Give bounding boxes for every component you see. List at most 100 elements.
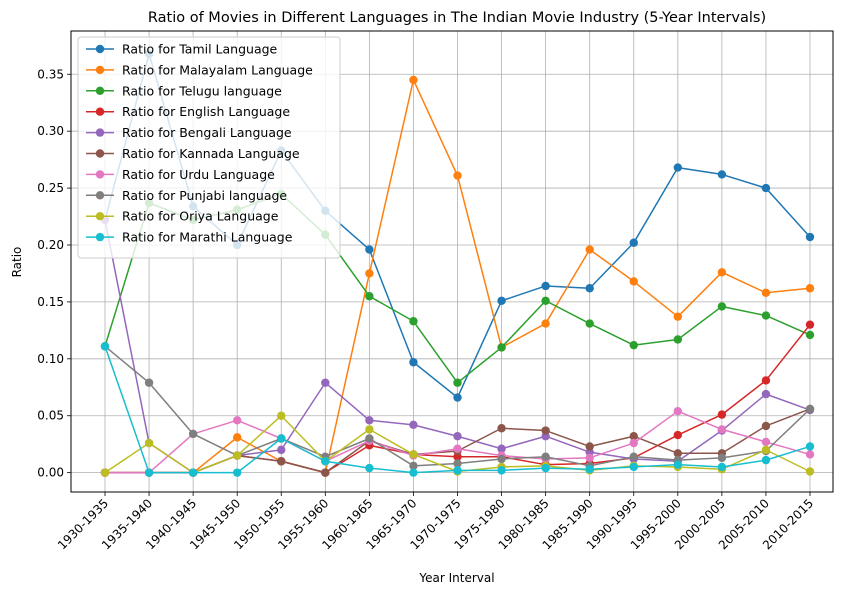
legend-item: Ratio for Urdu Language	[86, 167, 275, 182]
data-point	[365, 245, 374, 254]
data-point	[497, 424, 506, 433]
data-point	[717, 462, 727, 472]
data-point	[365, 434, 374, 443]
data-point	[321, 468, 330, 477]
data-point	[805, 330, 815, 340]
data-point	[629, 452, 638, 461]
y-tick-label: 0.00	[37, 466, 64, 480]
data-point	[453, 432, 462, 441]
legend-swatch-marker	[95, 212, 105, 221]
data-point	[629, 438, 638, 448]
data-point	[453, 459, 462, 468]
data-point	[805, 404, 815, 414]
data-point	[585, 465, 594, 474]
legend-swatch-marker	[95, 191, 105, 200]
data-point	[497, 343, 506, 352]
legend-swatch-marker	[95, 232, 105, 242]
data-point	[100, 468, 110, 477]
data-point	[277, 411, 286, 420]
data-point	[761, 376, 771, 385]
data-point	[717, 268, 727, 277]
data-point	[277, 445, 286, 455]
y-tick-label: 0.25	[37, 181, 64, 195]
data-point	[805, 232, 815, 242]
legend-item: Ratio for Bengali Language	[86, 125, 292, 140]
legend-item: Ratio for Punjabi language	[86, 188, 287, 203]
data-point	[761, 437, 771, 447]
data-point	[365, 292, 374, 301]
legend-item: Ratio for Tamil Language	[86, 42, 278, 57]
data-point	[585, 284, 594, 293]
data-point	[277, 457, 286, 466]
data-point	[585, 245, 594, 254]
data-point	[761, 288, 771, 297]
y-tick-label: 0.30	[37, 124, 64, 138]
legend-item: Ratio for Oriya Language	[86, 209, 279, 224]
data-point	[717, 170, 727, 179]
data-point	[673, 406, 683, 416]
data-point	[585, 319, 594, 328]
legend-label: Ratio for Kannada Language	[122, 146, 300, 161]
data-point	[761, 183, 771, 193]
series-layer	[100, 49, 815, 477]
legend-label: Ratio for Urdu Language	[122, 167, 275, 182]
data-point	[629, 432, 638, 441]
data-point	[453, 466, 462, 475]
data-point	[365, 269, 374, 278]
legend-label: Ratio for Tamil Language	[122, 42, 278, 57]
legend-swatch-marker	[95, 65, 105, 75]
data-point	[805, 442, 815, 451]
data-point	[541, 463, 550, 473]
data-point	[805, 320, 815, 329]
legend-swatch-marker	[95, 149, 105, 158]
data-point	[497, 454, 506, 464]
data-point	[761, 421, 771, 431]
data-point	[188, 429, 198, 439]
legend-label: Ratio for Malayalam Language	[122, 62, 313, 77]
y-tick-label: 0.05	[37, 409, 64, 423]
data-point	[144, 378, 154, 387]
data-point	[629, 238, 638, 247]
y-tick-label: 0.35	[37, 67, 64, 81]
data-point	[497, 466, 506, 475]
chart-title: Ratio of Movies in Different Languages i…	[148, 10, 766, 26]
data-point	[673, 449, 683, 458]
data-point	[541, 296, 550, 305]
series-9	[100, 342, 815, 477]
data-point	[497, 444, 506, 453]
data-point	[629, 340, 638, 350]
data-point	[409, 450, 418, 459]
data-point	[365, 425, 374, 434]
data-point	[717, 302, 727, 311]
data-point	[453, 393, 462, 402]
data-point	[321, 457, 330, 466]
legend-label: Ratio for Marathi Language	[122, 230, 293, 245]
data-point	[321, 378, 330, 387]
data-point	[761, 389, 771, 399]
data-point	[232, 416, 242, 425]
legend-item: Ratio for Kannada Language	[86, 146, 300, 161]
data-point	[585, 442, 594, 451]
data-point	[277, 434, 286, 443]
data-point	[673, 335, 683, 344]
data-point	[805, 284, 815, 293]
legend-item: Ratio for Marathi Language	[86, 230, 293, 245]
data-point	[673, 163, 683, 172]
data-point	[805, 467, 815, 476]
data-point	[673, 430, 683, 440]
data-point	[541, 452, 550, 461]
data-point	[629, 462, 638, 472]
data-point	[409, 358, 418, 367]
data-point	[761, 445, 771, 455]
y-axis-label: Ratio	[10, 247, 24, 278]
legend-item: Ratio for Telugu language	[86, 83, 282, 98]
data-point	[717, 453, 727, 463]
data-point	[673, 312, 683, 321]
data-point	[188, 468, 198, 477]
data-point	[541, 426, 550, 435]
y-tick-label: 0.10	[37, 352, 64, 366]
data-point	[409, 468, 418, 477]
data-point	[761, 455, 771, 465]
data-point	[585, 453, 594, 463]
